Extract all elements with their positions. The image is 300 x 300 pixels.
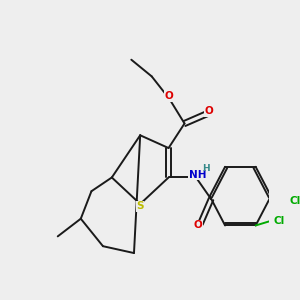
Text: S: S — [136, 201, 144, 211]
Text: O: O — [194, 220, 202, 230]
Text: Cl: Cl — [274, 216, 285, 226]
Text: NH: NH — [189, 169, 206, 179]
Text: H: H — [202, 164, 210, 172]
Text: O: O — [205, 106, 214, 116]
Text: Cl: Cl — [289, 196, 300, 206]
Text: O: O — [164, 91, 173, 101]
